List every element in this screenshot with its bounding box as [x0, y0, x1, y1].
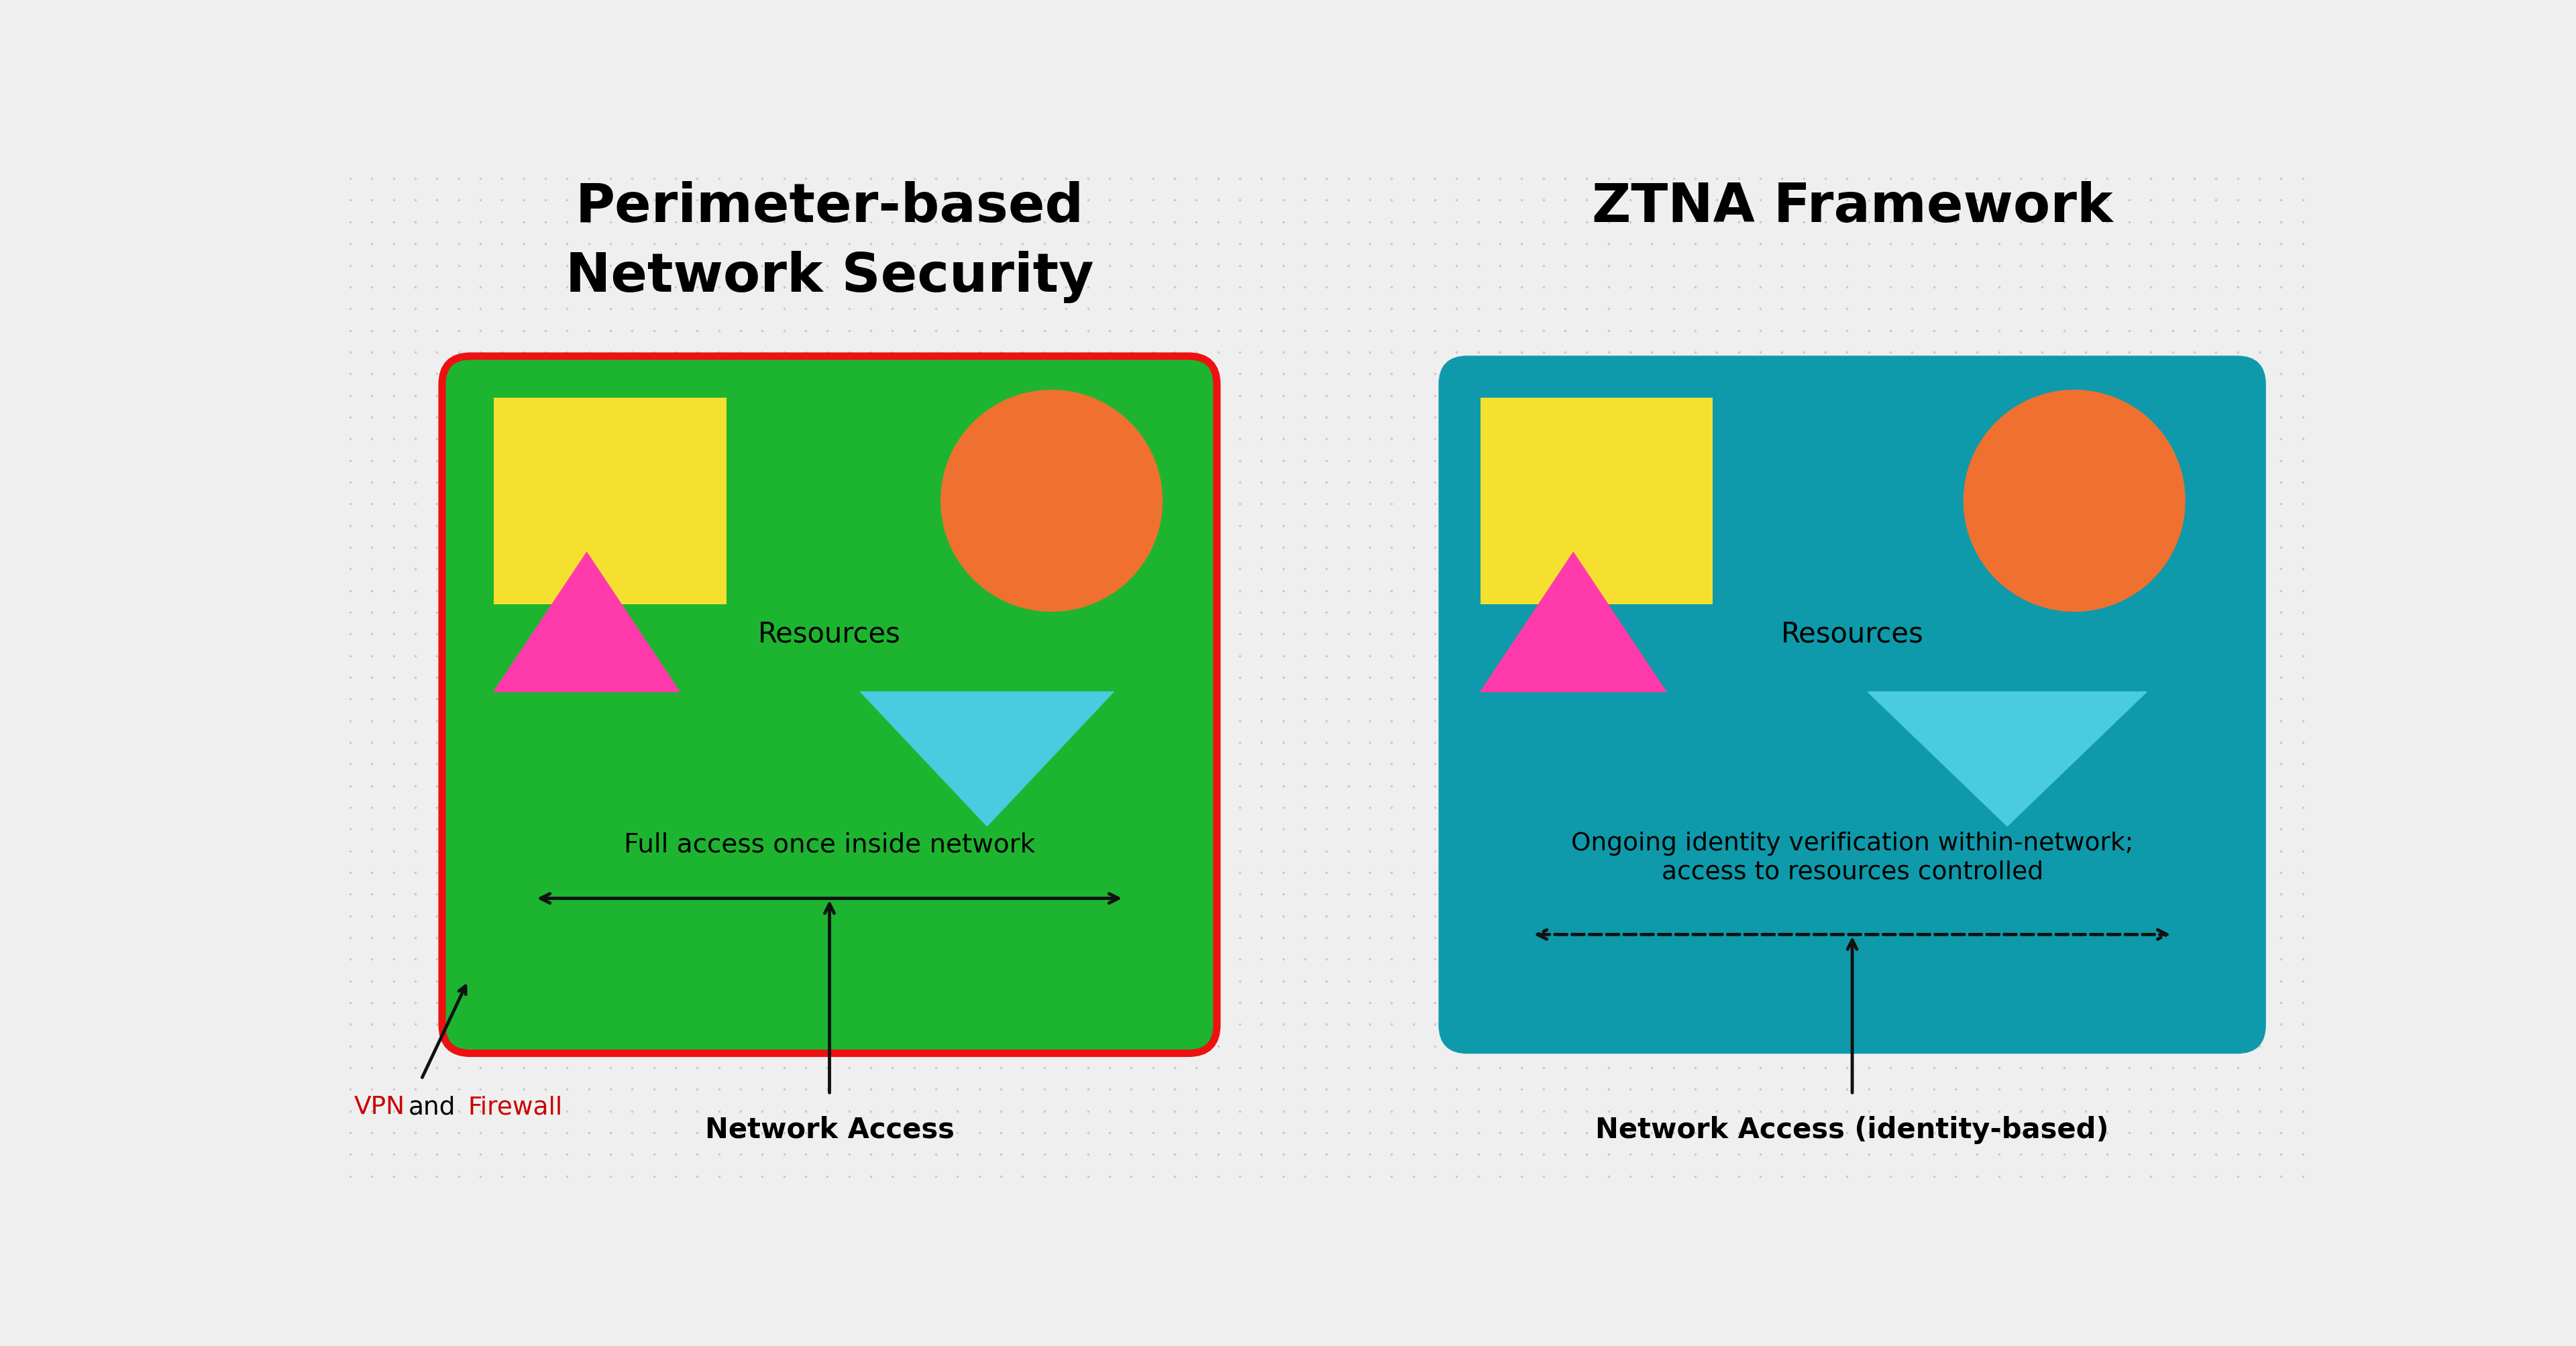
FancyBboxPatch shape: [443, 357, 1216, 1054]
Polygon shape: [495, 553, 680, 692]
Circle shape: [940, 390, 1162, 612]
Text: Network Access: Network Access: [706, 1116, 953, 1144]
Text: Resources: Resources: [757, 621, 902, 647]
Text: Resources: Resources: [1780, 621, 1924, 647]
Text: Perimeter-based: Perimeter-based: [574, 182, 1084, 233]
Polygon shape: [1868, 692, 2146, 826]
FancyBboxPatch shape: [495, 398, 726, 604]
Text: Network Security: Network Security: [564, 250, 1095, 303]
Polygon shape: [1481, 553, 1667, 692]
FancyBboxPatch shape: [1481, 398, 1713, 604]
Text: Network Access (identity-based): Network Access (identity-based): [1595, 1116, 2110, 1144]
Text: VPN: VPN: [355, 1094, 404, 1119]
Text: Ongoing identity verification within-network;
access to resources controlled: Ongoing identity verification within-net…: [1571, 832, 2133, 883]
Text: Firewall: Firewall: [469, 1094, 562, 1119]
Polygon shape: [860, 692, 1113, 826]
Circle shape: [1963, 390, 2184, 612]
Text: Full access once inside network: Full access once inside network: [623, 832, 1036, 857]
Text: ZTNA Framework: ZTNA Framework: [1592, 182, 2112, 233]
Text: and: and: [410, 1094, 456, 1119]
FancyBboxPatch shape: [1440, 357, 2264, 1054]
